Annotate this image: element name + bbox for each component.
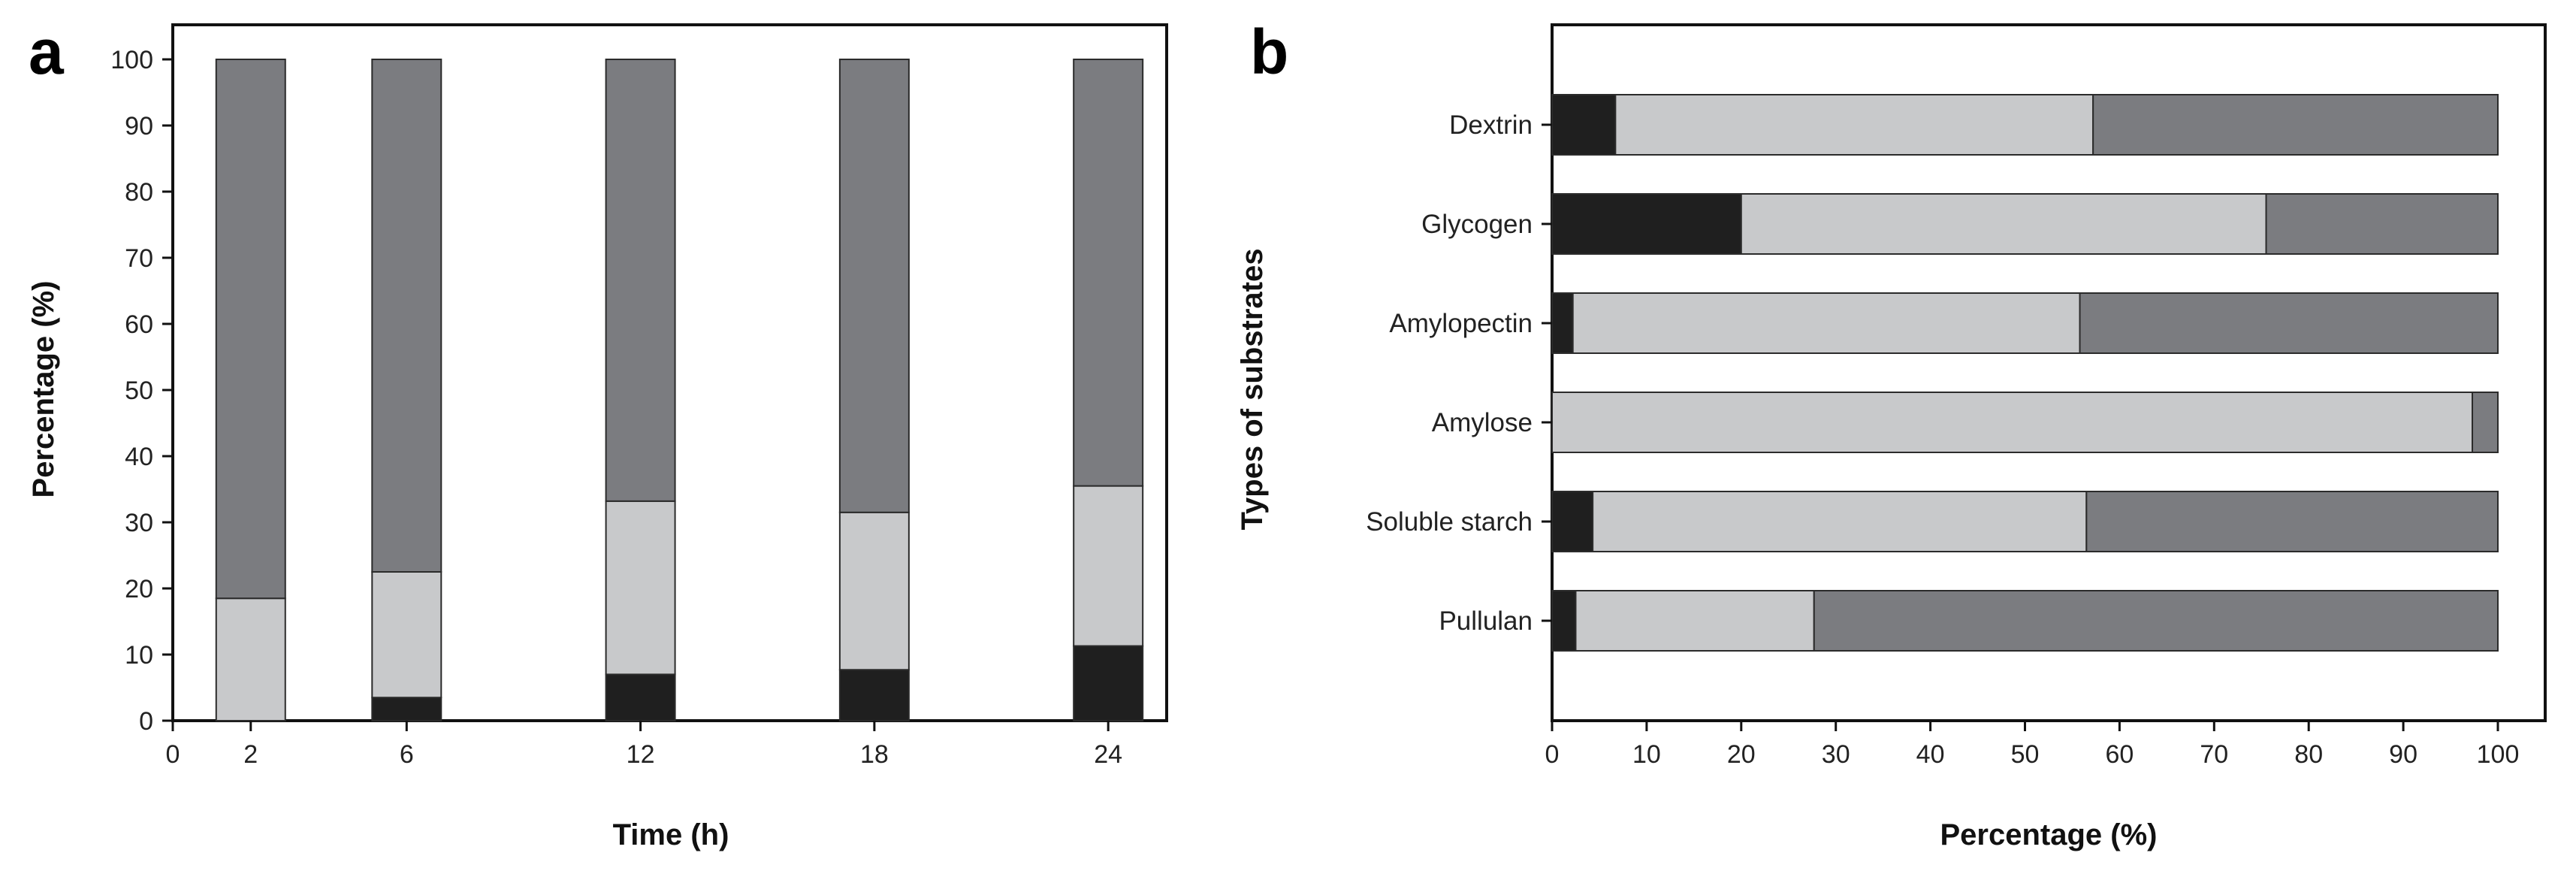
bar-middle-dextrin — [1614, 94, 2094, 156]
panel-b-bars — [1551, 94, 2499, 652]
x-tick-label-12: 12 — [627, 740, 655, 769]
bar-lower-soluble-starch — [1551, 491, 1594, 552]
bar-upper-dextrin — [2092, 94, 2499, 156]
bar-lower-t12 — [605, 673, 676, 722]
x-tick-label-24: 24 — [1094, 740, 1122, 769]
y-tick-label-60: 60 — [125, 310, 153, 339]
bar-lower-t18 — [838, 669, 910, 721]
y-tick-label-70: 70 — [125, 244, 153, 273]
x-tick-label-50: 50 — [2011, 740, 2040, 769]
y-tick-label-90: 90 — [125, 112, 153, 141]
bar-lower-pullulan — [1551, 590, 1577, 652]
bar-middle-glycogen — [1740, 193, 2267, 255]
bar-middle-t6 — [371, 571, 442, 699]
bar-middle-t2 — [215, 597, 286, 722]
bar-middle-t18 — [838, 511, 910, 671]
x-tick-label-80: 80 — [2294, 740, 2323, 769]
bar-middle-soluble-starch — [1592, 491, 2088, 552]
bar-upper-t2 — [215, 59, 286, 600]
panel-a-bars — [215, 59, 1144, 722]
x-tick-label-30: 30 — [1822, 740, 1850, 769]
category-label-glycogen: Glycogen — [1421, 210, 1533, 239]
panel-a-letter: a — [29, 17, 65, 87]
panel-a-y-axis-title: Percentage (%) — [27, 281, 60, 498]
category-label-amylose: Amylose — [1432, 408, 1533, 437]
x-tick-label-10: 10 — [1632, 740, 1661, 769]
x-tick-label-2: 2 — [243, 740, 258, 769]
bar-upper-soluble-starch — [2085, 491, 2499, 552]
bar-middle-pullulan — [1575, 590, 1815, 652]
bar-lower-amylopectin — [1551, 292, 1574, 354]
panel-b-y-axis: Dextrin Glycogen Amylopectin Amylose Soluble… — [1366, 110, 1552, 636]
x-tick-label-18: 18 — [860, 740, 889, 769]
y-tick-label-10: 10 — [125, 641, 153, 670]
x-tick-label-20: 20 — [1727, 740, 1756, 769]
bar-upper-t6 — [371, 59, 442, 573]
bar-upper-t24 — [1073, 59, 1144, 487]
y-tick-label-100: 100 — [110, 46, 153, 74]
panel-b-letter: b — [1250, 17, 1288, 87]
panel-b-x-axis-title: Percentage (%) — [1940, 818, 2158, 851]
category-label-pullulan: Pullulan — [1439, 606, 1533, 636]
category-label-amylopectin: Amylopectin — [1389, 309, 1533, 338]
panel-b: b Dextrin Glycogen Amylopectin Amylose Solub… — [1236, 17, 2547, 851]
y-tick-label-50: 50 — [125, 377, 153, 405]
bar-middle-amylopectin — [1572, 292, 2081, 354]
panel-b-x-axis: 0 10 20 30 40 50 60 70 80 90 100 — [1545, 721, 2520, 769]
panel-a-x-axis-title: Time (h) — [613, 818, 729, 851]
bar-upper-glycogen — [2265, 193, 2499, 255]
panel-a-x-axis: 0 2 6 12 18 24 — [166, 721, 1122, 769]
y-tick-label-80: 80 — [125, 178, 153, 207]
x-tick-label-6: 6 — [400, 740, 414, 769]
bar-upper-amylopectin — [2079, 292, 2499, 354]
bar-upper-t12 — [605, 59, 676, 502]
bar-lower-dextrin — [1551, 94, 1617, 156]
y-tick-label-30: 30 — [125, 509, 153, 537]
bar-lower-t24 — [1073, 645, 1144, 721]
bar-upper-amylose — [2472, 392, 2499, 453]
x-tick-label-0: 0 — [1545, 740, 1560, 769]
bar-middle-t12 — [605, 500, 676, 676]
panel-b-y-axis-title: Types of substrates — [1236, 249, 1269, 531]
bar-upper-pullulan — [1813, 590, 2499, 652]
x-tick-label-40: 40 — [1916, 740, 1945, 769]
y-tick-label-0: 0 — [139, 707, 153, 736]
panel-a-y-axis: 0 10 20 30 40 50 60 70 80 90 100 — [110, 46, 173, 736]
x-tick-label-70: 70 — [2200, 740, 2228, 769]
y-tick-label-20: 20 — [125, 575, 153, 603]
x-tick-label-60: 60 — [2105, 740, 2134, 769]
x-tick-label-100: 100 — [2477, 740, 2520, 769]
bar-upper-t18 — [838, 59, 910, 513]
x-tick-label-90: 90 — [2389, 740, 2417, 769]
bar-lower-glycogen — [1551, 193, 1742, 255]
panel-b-plot-frame — [1551, 23, 2547, 722]
bar-lower-t6 — [371, 697, 442, 722]
category-label-dextrin: Dextrin — [1449, 110, 1533, 140]
x-tick-label-0: 0 — [166, 740, 180, 769]
category-label-soluble-starch: Soluble starch — [1366, 507, 1533, 537]
panel-a: a 0 10 20 30 40 50 60 70 80 90 100 0 2 6 12 18 24 Time … — [27, 17, 1168, 851]
y-tick-label-40: 40 — [125, 443, 153, 471]
bar-middle-amylose — [1551, 392, 2474, 453]
bar-middle-t24 — [1073, 485, 1144, 647]
